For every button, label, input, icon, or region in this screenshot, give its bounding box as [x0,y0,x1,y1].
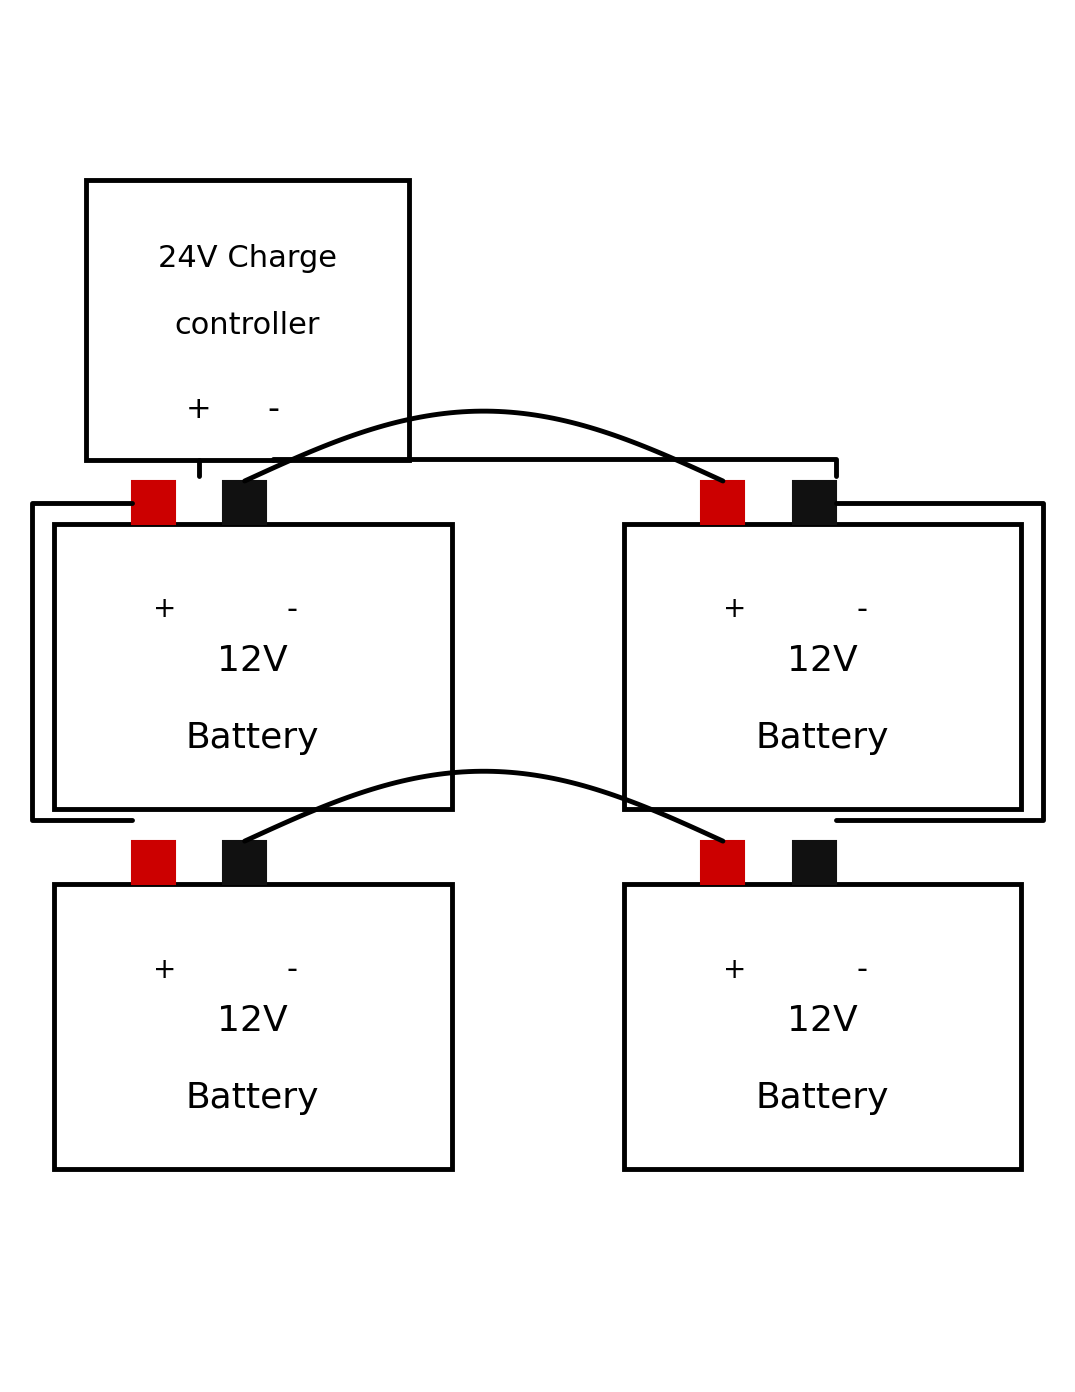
Bar [132,482,174,523]
FancyBboxPatch shape [624,884,1021,1169]
Text: +: + [723,955,746,984]
Text: 12V: 12V [787,1004,858,1038]
Bar [132,841,174,884]
Text: -: - [857,594,868,624]
Text: 24V Charge: 24V Charge [158,244,336,273]
Text: +: + [186,395,212,423]
FancyBboxPatch shape [54,523,452,809]
Text: 12V: 12V [787,643,858,678]
Bar [224,482,267,523]
Text: +: + [154,596,176,624]
Text: Battery: Battery [186,721,319,754]
Bar [224,841,267,884]
Text: Battery: Battery [186,1080,319,1115]
Text: -: - [287,594,298,624]
Text: +: + [154,955,176,984]
FancyBboxPatch shape [54,884,452,1169]
Text: -: - [267,393,280,426]
Bar [702,841,744,884]
Text: +: + [723,596,746,624]
Bar [702,482,744,523]
Text: 12V: 12V [217,643,288,678]
Text: Battery: Battery [756,1080,889,1115]
Bar [793,482,836,523]
Text: -: - [287,955,298,984]
Text: 12V: 12V [217,1004,288,1038]
FancyBboxPatch shape [86,180,408,459]
FancyBboxPatch shape [624,523,1021,809]
Text: controller: controller [174,310,320,340]
Text: Battery: Battery [756,721,889,754]
Text: -: - [857,955,868,984]
Bar [793,841,836,884]
